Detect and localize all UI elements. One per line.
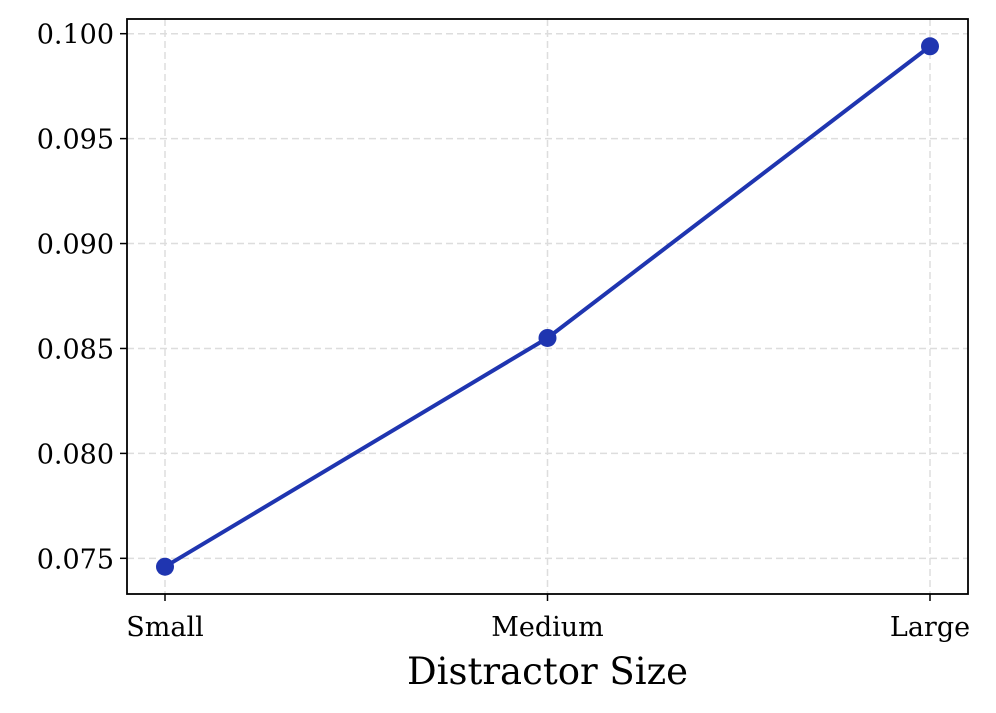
plot-frame <box>126 18 969 595</box>
data-point <box>538 328 557 347</box>
y-tick-label: 0.075 <box>37 544 114 575</box>
y-tick-label: 0.095 <box>37 125 114 156</box>
series-layer <box>156 37 939 576</box>
x-tick-label: Large <box>890 612 970 643</box>
x-axis: Small Medium Large <box>126 594 970 643</box>
grid-lines <box>127 19 968 594</box>
y-tick-label: 0.090 <box>37 230 114 261</box>
y-tick-label: 0.080 <box>37 439 114 470</box>
y-axis: 0.075 0.080 0.085 0.090 0.095 0.100 <box>37 20 127 575</box>
y-tick-label: 0.085 <box>37 334 114 365</box>
x-tick-label: Small <box>126 612 203 643</box>
x-axis-title: Distractor Size <box>407 650 688 693</box>
data-point <box>156 557 174 576</box>
data-point <box>921 37 939 56</box>
x-tick-label: Medium <box>491 612 604 643</box>
y-tick-label: 0.100 <box>37 20 114 51</box>
